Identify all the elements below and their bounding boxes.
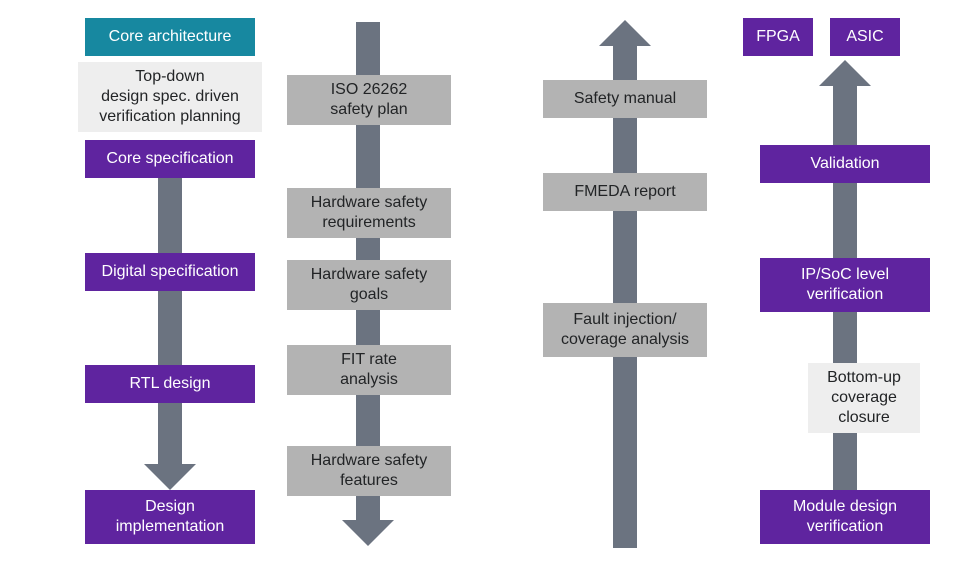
box-hw-safety-requirements: Hardware safety requirements [287, 188, 451, 238]
box-design-implementation: Design implementation [85, 490, 255, 544]
arrow-col3-head [599, 20, 651, 46]
diagram-canvas: Core architecture Top-down design spec. d… [0, 0, 960, 580]
box-digital-specification: Digital specification [85, 253, 255, 291]
box-bottom-up-closure: Bottom-up coverage closure [808, 363, 920, 433]
box-core-architecture: Core architecture [85, 18, 255, 56]
box-validation: Validation [760, 145, 930, 183]
box-fpga: FPGA [743, 18, 813, 56]
box-fault-injection: Fault injection/ coverage analysis [543, 303, 707, 357]
box-core-specification: Core specification [85, 140, 255, 178]
box-fmeda-report: FMEDA report [543, 173, 707, 211]
box-fit-rate-analysis: FIT rate analysis [287, 345, 451, 395]
arrow-col3-shaft [613, 46, 637, 548]
box-rtl-design: RTL design [85, 365, 255, 403]
arrow-col2-head [342, 520, 394, 546]
box-ip-soc-verification: IP/SoC level verification [760, 258, 930, 312]
arrow-col4-head [819, 60, 871, 86]
arrow-col1-shaft [158, 178, 182, 464]
box-iso-safety-plan: ISO 26262 safety plan [287, 75, 451, 125]
arrow-col1-head [144, 464, 196, 490]
box-safety-manual: Safety manual [543, 80, 707, 118]
box-asic: ASIC [830, 18, 900, 56]
box-module-design-verification: Module design verification [760, 490, 930, 544]
box-hw-safety-goals: Hardware safety goals [287, 260, 451, 310]
box-topdown-planning: Top-down design spec. driven verificatio… [78, 62, 262, 132]
box-hw-safety-features: Hardware safety features [287, 446, 451, 496]
